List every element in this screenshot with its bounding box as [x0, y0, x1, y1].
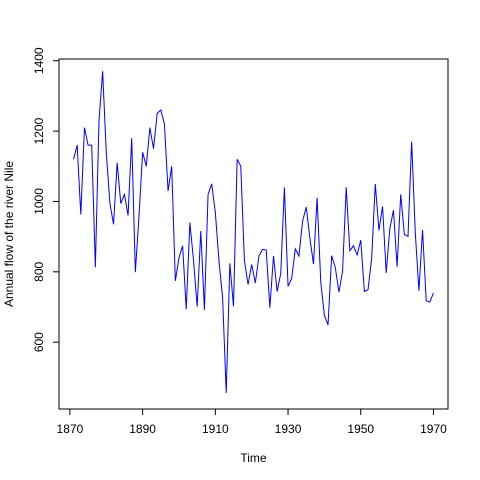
y-axis-title: Annual flow of the river Nile [2, 161, 16, 307]
x-tick-label: 1950 [347, 422, 374, 436]
x-axis-title: Time [240, 451, 267, 465]
y-tick-label: 1200 [32, 117, 46, 144]
y-tick-label: 1000 [32, 188, 46, 215]
y-tick-label: 800 [32, 261, 46, 281]
y-axis: 600 800 1000 1200 1400 [32, 47, 60, 352]
y-tick-label: 600 [32, 332, 46, 352]
x-tick-label: 1910 [202, 422, 229, 436]
y-tick-label: 1400 [32, 47, 46, 74]
x-tick-label: 1890 [129, 422, 156, 436]
x-tick-label: 1870 [57, 422, 84, 436]
x-tick-label: 1970 [420, 422, 447, 436]
x-axis: 1870 1890 1910 1930 1950 1970 [57, 408, 447, 436]
x-tick-label: 1930 [275, 422, 302, 436]
nile-flow-series-line [73, 71, 434, 393]
